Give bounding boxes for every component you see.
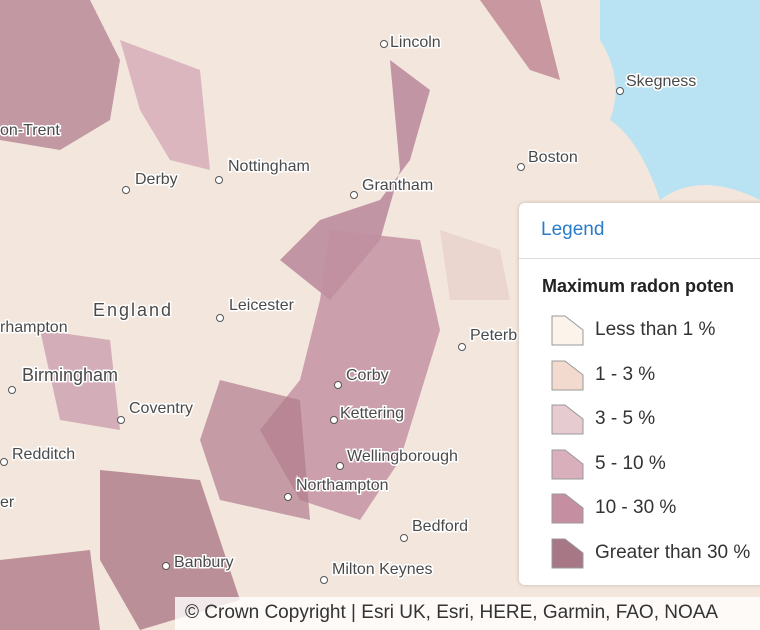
place-dot	[284, 493, 292, 501]
place-dot	[350, 191, 358, 199]
radon-area	[200, 380, 310, 520]
place-dot	[616, 87, 624, 95]
place-label: Grantham	[362, 177, 433, 194]
place-label: Birmingham	[22, 365, 118, 385]
place-dot	[380, 40, 388, 48]
legend-panel: Legend Maximum radon poten Less than 1 %…	[519, 203, 760, 585]
place-labels: Lincoln Skegness on-Trent Boston Derby Nottin…	[0, 33, 698, 584]
place-dot	[400, 534, 408, 542]
place-dot	[8, 386, 16, 394]
legend-label: 3 - 5 %	[595, 408, 656, 429]
sea	[600, 0, 760, 200]
place-label: Kettering	[340, 405, 404, 422]
place-dot	[117, 416, 125, 424]
place-label: Lincoln	[390, 34, 441, 51]
legend-swatch	[551, 315, 584, 346]
legend-label: 5 - 10 %	[595, 452, 666, 474]
place-label: Peterb	[470, 327, 517, 344]
place-dot	[162, 562, 170, 570]
legend-label: Greater than 30 %	[595, 541, 751, 563]
legend-swatch	[551, 493, 584, 524]
attribution: © Crown Copyright | Esri UK, Esri, HERE,…	[185, 602, 719, 623]
place-label: Northampton	[296, 477, 389, 494]
radon-area	[280, 60, 430, 300]
radon-area	[480, 0, 560, 80]
place-dot	[215, 176, 223, 184]
radon-area	[120, 40, 210, 170]
place-label: Redditch	[12, 446, 75, 463]
legend-swatch	[551, 449, 584, 479]
radon-area	[40, 330, 120, 430]
place-label: Skegness	[626, 73, 696, 90]
place-label: rhampton	[0, 319, 68, 336]
legend-label: 10 - 30 %	[595, 497, 677, 518]
place-dot	[0, 458, 8, 466]
place-label: Wellingborough	[347, 448, 458, 465]
divider	[519, 258, 760, 259]
place-label: Milton Keynes	[332, 561, 433, 578]
place-label: Nottingham	[228, 158, 310, 175]
radon-area	[0, 550, 100, 630]
place-label: Bedford	[412, 518, 468, 535]
place-label: Banbury	[174, 554, 234, 571]
place-dot	[320, 576, 328, 584]
attribution-bar: © Crown Copyright | Esri UK, Esri, HERE,…	[175, 597, 760, 630]
radon-area	[440, 230, 510, 300]
place-dot	[336, 462, 344, 470]
place-label: Corby	[346, 367, 389, 384]
legend-swatch	[551, 538, 584, 568]
place-dot	[334, 381, 342, 389]
legend-header[interactable]: Legend	[541, 219, 605, 240]
legend-label: 1 - 3 %	[595, 363, 656, 385]
place-dot	[458, 343, 466, 351]
legend-title: Maximum radon poten	[542, 276, 735, 296]
place-dot	[216, 314, 224, 322]
place-label: Boston	[528, 149, 578, 166]
place-label: er	[0, 494, 15, 511]
radon-area	[0, 0, 120, 150]
place-dot	[517, 163, 525, 171]
place-label: Derby	[135, 171, 178, 188]
place-dot	[122, 186, 130, 194]
place-dot	[330, 416, 338, 424]
place-label: England	[93, 300, 173, 320]
place-label: Coventry	[129, 400, 193, 417]
legend-swatch	[551, 404, 584, 435]
legend-swatch	[551, 360, 584, 390]
place-label: on-Trent	[0, 122, 60, 139]
radon-area	[100, 470, 240, 630]
radon-area	[260, 230, 440, 520]
place-label: Leicester	[229, 297, 295, 314]
legend-label: Less than 1 %	[595, 319, 716, 340]
